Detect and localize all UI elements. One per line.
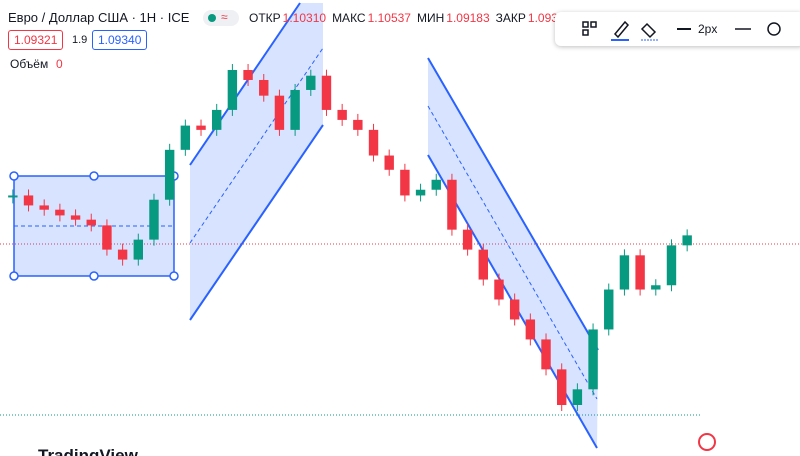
candle — [462, 229, 473, 250]
candle — [447, 179, 457, 230]
badge: ≈ — [221, 10, 228, 24]
candle — [651, 285, 661, 290]
line-width[interactable]: 2px — [698, 22, 718, 36]
candle — [39, 205, 49, 210]
candle — [274, 95, 285, 130]
candle — [509, 299, 520, 320]
candle — [196, 125, 206, 130]
candle — [557, 369, 567, 405]
candles — [8, 64, 692, 411]
drawing-toolbar: 2px — [555, 12, 800, 46]
candle — [384, 155, 394, 170]
candle — [478, 249, 488, 280]
candle — [353, 119, 363, 130]
candle — [180, 125, 191, 150]
candle — [415, 189, 426, 196]
status-pill[interactable]: ≈ — [203, 10, 239, 26]
candle — [619, 255, 630, 290]
candle — [164, 149, 175, 200]
candle — [666, 245, 677, 286]
candle — [541, 339, 551, 370]
candle — [525, 319, 536, 340]
candle — [227, 70, 238, 110]
candle — [321, 75, 332, 110]
ohlc-value: 1.10310 — [282, 11, 327, 25]
candle — [86, 219, 96, 226]
spread: 1.9 — [72, 34, 88, 46]
candle — [431, 179, 441, 190]
candle — [572, 389, 583, 405]
candle — [212, 109, 222, 130]
candle — [133, 239, 143, 260]
candle — [70, 215, 81, 220]
candle — [243, 70, 253, 80]
ohlc-value: 1.10537 — [367, 11, 411, 25]
candle — [604, 289, 614, 330]
candle — [23, 195, 34, 206]
midline — [427, 105, 598, 400]
ask[interactable]: 1.09340 — [92, 30, 148, 50]
candle — [55, 209, 65, 216]
candle — [337, 109, 347, 120]
candle — [494, 279, 504, 300]
ohlc: ОТКР 1.10310 МАКС 1.10537 МИН 1.09183 ЗАКР 1.09… — [249, 11, 571, 25]
bid[interactable]: 1.09321 — [8, 30, 64, 50]
toolbar-icons — [582, 20, 781, 41]
alert-icon[interactable] — [698, 433, 716, 451]
volume-value: 0 — [56, 57, 63, 71]
candle — [635, 255, 645, 290]
candle — [682, 235, 692, 246]
ohlc-label: ЗАКР — [495, 11, 526, 25]
candle — [400, 169, 410, 196]
candle — [102, 225, 112, 250]
channel-line[interactable] — [427, 57, 599, 351]
channel-line[interactable] — [189, 2, 301, 166]
logo: TradingView — [38, 446, 138, 456]
channel-fill — [190, 3, 323, 320]
candle — [290, 89, 300, 130]
channel-line[interactable] — [189, 124, 324, 321]
candle — [306, 75, 316, 90]
ohlc-value: 1.09183 — [446, 11, 490, 25]
midline — [189, 47, 324, 244]
candle — [149, 199, 159, 240]
volume-label: Объём — [10, 57, 49, 71]
candle — [588, 329, 598, 390]
ohlc-label: ОТКР — [249, 11, 281, 25]
candle — [8, 195, 18, 198]
candle — [368, 129, 379, 156]
symbol: Евро / Доллар США · 1H · ICE — [8, 10, 190, 25]
ohlc-label: МАКС — [332, 11, 366, 25]
candle — [117, 249, 128, 260]
ohlc-label: МИН — [416, 11, 445, 25]
candle — [259, 79, 269, 96]
